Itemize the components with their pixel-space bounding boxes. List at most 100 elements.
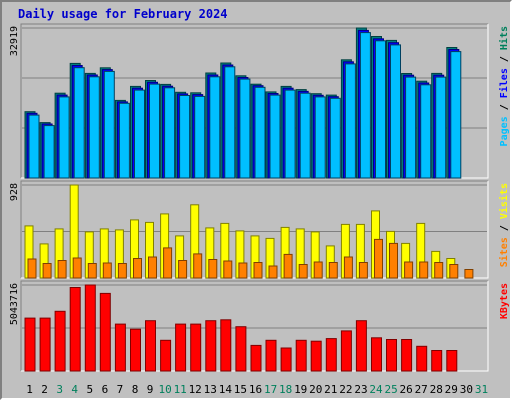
- bar-pages-day-11: [179, 95, 191, 179]
- legend-part: Sites: [498, 237, 510, 267]
- x-tick-label-day-6: 6: [102, 383, 109, 396]
- chart-title: Daily usage for February 2024: [18, 7, 228, 21]
- x-tick-label-day-17: 17: [264, 383, 277, 396]
- x-tick-label-day-23: 23: [354, 383, 367, 396]
- x-tick-label-day-21: 21: [324, 383, 337, 396]
- bar-kbytes-day-15: [235, 326, 247, 372]
- bar-pages-day-27: [420, 84, 432, 179]
- bar-sites-day-21: [328, 262, 338, 279]
- bar-sites-day-15: [238, 262, 248, 279]
- x-tick-label-day-3: 3: [56, 383, 63, 396]
- bar-pages-day-8: [134, 89, 145, 179]
- bar-kbytes-day-19: [295, 339, 307, 372]
- x-tick-label-day-20: 20: [309, 383, 322, 396]
- bar-sites-day-12: [193, 253, 203, 279]
- bar-pages-day-7: [118, 102, 130, 179]
- bar-kbytes-day-26: [401, 339, 413, 372]
- panel-hits-files-pages: 32919 Pages / Files / Hits: [9, 23, 510, 179]
- bar-kbytes-day-27: [416, 345, 428, 372]
- legend-part: /: [499, 219, 510, 237]
- x-tick-label-day-7: 7: [117, 383, 124, 396]
- legend-part: /: [499, 98, 510, 116]
- bar-pages-day-3: [58, 96, 70, 179]
- bar-kbytes-day-28: [431, 350, 443, 372]
- bar-kbytes-day-20: [310, 340, 322, 372]
- bar-pages-day-24: [375, 40, 386, 179]
- legend-part: Files: [498, 68, 510, 98]
- x-tick-label-day-19: 19: [294, 383, 307, 396]
- bar-kbytes-day-14: [220, 319, 232, 372]
- legend-part: Pages: [499, 116, 510, 146]
- x-tick-label-day-2: 2: [41, 383, 48, 396]
- x-tick-label-day-15: 15: [234, 383, 247, 396]
- bar-pages-day-12: [194, 95, 206, 179]
- bar-kbytes-day-25: [386, 339, 397, 372]
- bar-sites-day-5: [87, 263, 97, 279]
- bar-pages-day-14: [224, 66, 236, 179]
- legend-part: /: [499, 50, 510, 68]
- bar-kbytes-day-22: [340, 330, 352, 372]
- bar-pages-day-22: [344, 63, 356, 179]
- bar-sites-day-25: [389, 242, 398, 279]
- max-value-label: 32919: [9, 26, 20, 56]
- bar-sites-day-13: [208, 259, 218, 279]
- bar-kbytes-day-8: [130, 328, 141, 372]
- bar-sites-day-1: [27, 258, 37, 279]
- bar-sites-day-29: [449, 264, 459, 279]
- bar-sites-day-30: [464, 269, 474, 279]
- bar-pages-day-25: [390, 44, 401, 179]
- bar-kbytes-day-11: [175, 323, 187, 372]
- bar-kbytes-day-6: [99, 292, 111, 372]
- x-tick-label-day-12: 12: [189, 383, 202, 396]
- bar-sites-day-11: [178, 260, 188, 279]
- x-tick-label-day-28: 28: [430, 383, 443, 396]
- bar-sites-day-2: [42, 263, 52, 279]
- bar-kbytes-day-12: [190, 323, 202, 372]
- bar-kbytes-day-9: [145, 320, 156, 372]
- bar-pages-day-16: [254, 86, 266, 179]
- bar-pages-day-17: [269, 94, 281, 179]
- bar-pages-day-23: [359, 32, 371, 179]
- bar-kbytes-day-5: [84, 284, 96, 372]
- bar-sites-day-22: [343, 256, 353, 279]
- x-tick-label-day-31: 31: [475, 383, 488, 396]
- bar-pages-day-10: [164, 87, 176, 179]
- bar-sites-day-19: [298, 264, 308, 279]
- bar-sites-day-7: [117, 263, 127, 279]
- x-tick-label-day-26: 26: [399, 383, 412, 396]
- bar-kbytes-day-4: [69, 287, 81, 372]
- legend-part: Visits: [498, 183, 510, 219]
- series-legend-label: Pages / Files / Hits: [498, 26, 510, 146]
- x-tick-label-day-8: 8: [132, 383, 139, 396]
- series-legend-label: Sites / Visits: [498, 183, 510, 267]
- bar-kbytes-day-23: [355, 320, 367, 372]
- bar-sites-day-23: [358, 262, 368, 279]
- panel-kbytes: 5043716 KBytes: [9, 280, 510, 372]
- bar-pages-day-28: [435, 76, 447, 179]
- bar-kbytes-day-13: [205, 320, 217, 372]
- bar-sites-day-6: [102, 262, 112, 279]
- x-tick-label-day-14: 14: [219, 383, 233, 396]
- panel-visits-sites: 928 Sites / Visits: [9, 180, 510, 279]
- bar-kbytes-day-10: [160, 339, 172, 372]
- x-tick-label-day-16: 16: [249, 383, 262, 396]
- bar-kbytes-day-1: [24, 317, 36, 372]
- series-legend-label: KBytes: [499, 283, 510, 319]
- max-value-label: 5043716: [9, 283, 20, 325]
- x-tick-label-day-25: 25: [384, 383, 397, 396]
- x-tick-label-day-1: 1: [26, 383, 33, 396]
- bar-kbytes-day-21: [325, 338, 337, 372]
- x-tick-label-day-24: 24: [369, 383, 383, 396]
- bar-sites-day-14: [223, 260, 233, 279]
- x-tick-label-day-5: 5: [86, 383, 93, 396]
- bar-sites-day-8: [133, 258, 142, 279]
- x-tick-label-day-13: 13: [204, 383, 217, 396]
- bar-sites-day-9: [148, 256, 157, 279]
- bar-pages-day-20: [314, 96, 326, 179]
- bar-pages-day-19: [299, 92, 311, 179]
- bar-kbytes-day-24: [371, 337, 382, 372]
- bar-pages-day-9: [149, 83, 160, 179]
- x-tick-label-day-4: 4: [71, 383, 78, 396]
- legend-part: KBytes: [499, 283, 510, 319]
